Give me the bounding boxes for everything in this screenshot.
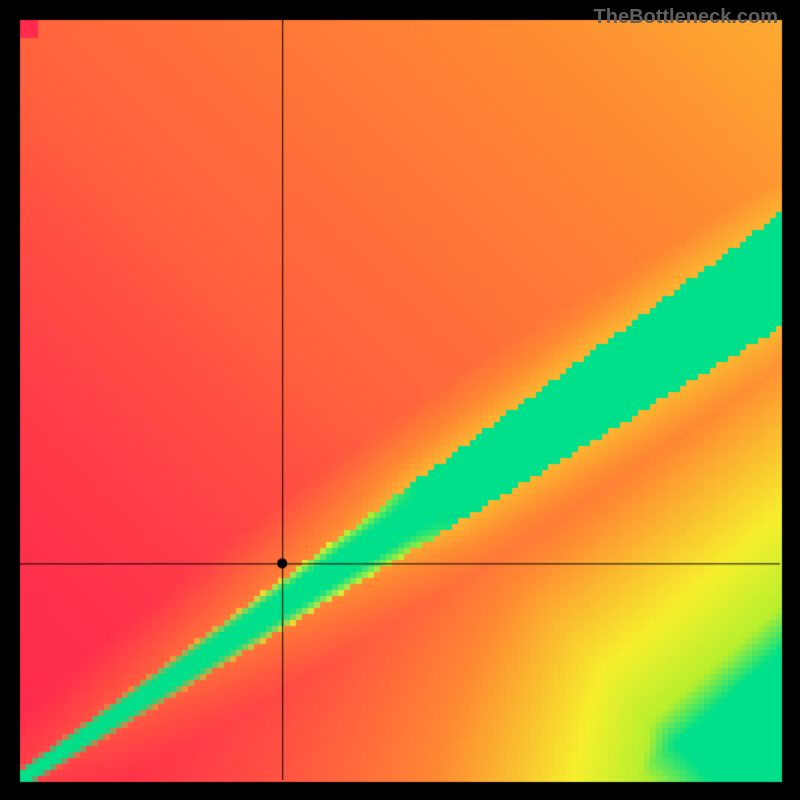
bottleneck-heatmap bbox=[0, 0, 800, 800]
watermark-text: TheBottleneck.com bbox=[594, 6, 778, 29]
chart-wrapper: TheBottleneck.com bbox=[0, 0, 800, 800]
